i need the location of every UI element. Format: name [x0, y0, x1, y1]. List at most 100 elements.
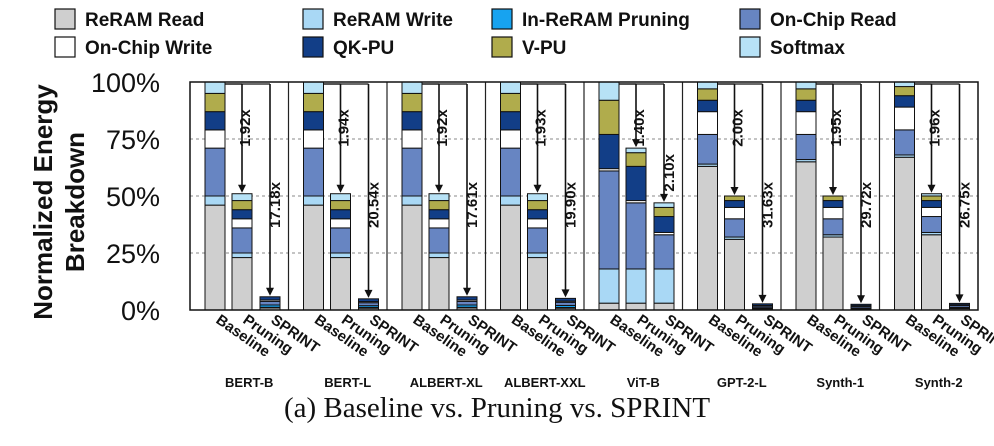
- bar-segment: [625, 302, 647, 311]
- bar-segment: [303, 204, 324, 311]
- group-label: Synth-1: [816, 375, 864, 390]
- reduction-ratio-label: 1.95x: [828, 109, 845, 147]
- bar-segment: [625, 202, 647, 270]
- group-label: BERT-L: [324, 375, 371, 390]
- legend-swatch: [302, 36, 324, 58]
- bar-segment: [303, 195, 324, 206]
- bar-segment: [500, 129, 521, 149]
- bar-segment: [330, 257, 351, 311]
- bar-segment: [625, 165, 647, 202]
- bar-segment: [428, 218, 450, 229]
- bar-segment: [795, 81, 817, 90]
- bar-segment: [259, 296, 281, 301]
- bar-segment: [822, 195, 844, 202]
- legend-swatch: [491, 8, 513, 30]
- bar-segment: [231, 209, 253, 220]
- bar-segment: [428, 252, 450, 259]
- reduction-arrow-head: [364, 289, 373, 298]
- bar-segment: [204, 195, 226, 206]
- bar-segment: [921, 195, 942, 202]
- bar-segment: [231, 257, 253, 311]
- reduction-ratio-label: 20.54x: [366, 181, 383, 228]
- plot-frame: [189, 81, 979, 311]
- reduction-ratio-label: 17.18x: [267, 181, 284, 228]
- reduction-arrow-head: [238, 184, 246, 193]
- bar-segment: [330, 218, 351, 229]
- bar-segment: [330, 193, 351, 202]
- bar-segment: [625, 147, 647, 154]
- legend-label: QK-PU: [333, 38, 394, 59]
- reduction-arrow-head: [463, 287, 471, 296]
- bar-segment: [456, 300, 478, 306]
- bar-segment: [795, 133, 817, 161]
- legend-label: ReRAM Read: [85, 10, 204, 31]
- y-tick-label: 25%: [106, 239, 160, 269]
- bar-segment: [795, 111, 817, 135]
- bar-segment: [303, 147, 324, 197]
- bar-segment: [401, 129, 423, 149]
- legend-swatch: [739, 36, 761, 58]
- energy-breakdown-chart: 0% 25% 50% 75% 100% Normalized Energy Breakdow…: [28, 8, 994, 390]
- bar-segment: [598, 302, 620, 311]
- reduction-arrow-head: [533, 184, 542, 193]
- reduction-ratio-label: 2.00x: [730, 109, 747, 147]
- bar-segment: [500, 204, 521, 311]
- group-label: ALBERT-XXL: [504, 375, 586, 390]
- bar-segment: [303, 129, 324, 149]
- bar-segment: [231, 193, 253, 202]
- legend-label: In-ReRAM Pruning: [522, 10, 690, 31]
- bar-segment: [401, 81, 423, 94]
- bar-segment: [625, 268, 647, 304]
- group-label: BERT-B: [225, 375, 273, 390]
- bar-segment: [752, 303, 773, 306]
- reduction-ratio-label: 1.93x: [533, 109, 550, 147]
- bar-segment: [921, 206, 942, 218]
- bar-segment: [401, 204, 423, 311]
- bar-segment: [500, 195, 521, 206]
- bar-segment: [653, 216, 675, 233]
- bar-segment: [822, 206, 844, 220]
- reduction-arrow-head: [336, 184, 345, 193]
- bar-segment: [894, 86, 915, 97]
- bar-segment: [231, 218, 253, 229]
- bar-segment: [303, 92, 324, 113]
- bar-segment: [598, 170, 620, 270]
- bar-segment: [527, 209, 548, 220]
- bar-segment: [500, 92, 521, 113]
- bar-segment: [428, 257, 450, 311]
- legend-swatch: [491, 36, 513, 58]
- legend-label: ReRAM Write: [333, 10, 453, 31]
- reduction-arrow-head: [266, 287, 274, 296]
- group-label: ViT-B: [627, 375, 660, 390]
- bar-segment: [401, 92, 423, 113]
- reduction-arrow-head: [829, 187, 837, 195]
- bar-segment: [204, 129, 226, 149]
- reduction-ratio-label: 17.61x: [464, 181, 481, 228]
- y-axis-label-line1: Normalized Energy: [28, 84, 58, 320]
- bar-segment: [358, 298, 379, 303]
- bar-segment: [850, 303, 872, 307]
- bar-segment: [428, 200, 450, 211]
- bar-segment: [795, 88, 817, 101]
- bar-segment: [724, 218, 745, 238]
- bar-segment: [231, 227, 253, 254]
- reduction-ratio-label: 1.96x: [927, 109, 944, 147]
- reduction-ratio-label: 31.63x: [760, 181, 777, 228]
- bar-segment: [330, 252, 351, 259]
- bar-segment: [653, 202, 675, 208]
- bar-segment: [401, 195, 423, 206]
- bar-segment: [795, 99, 817, 113]
- y-tick-label: 75%: [106, 125, 160, 155]
- bar-segment: [303, 111, 324, 131]
- bar-segment: [231, 200, 253, 211]
- bar-segment: [822, 236, 844, 311]
- bar-segment: [653, 268, 675, 304]
- bar-segment: [555, 297, 576, 302]
- bar-segment: [653, 302, 675, 311]
- bar-segment: [259, 300, 281, 306]
- reduction-ratio-label: 1.92x: [237, 109, 254, 147]
- bar-segment: [204, 204, 226, 311]
- reduction-arrow-head: [660, 193, 668, 202]
- bar-segment: [330, 200, 351, 211]
- bar-segment: [500, 147, 521, 197]
